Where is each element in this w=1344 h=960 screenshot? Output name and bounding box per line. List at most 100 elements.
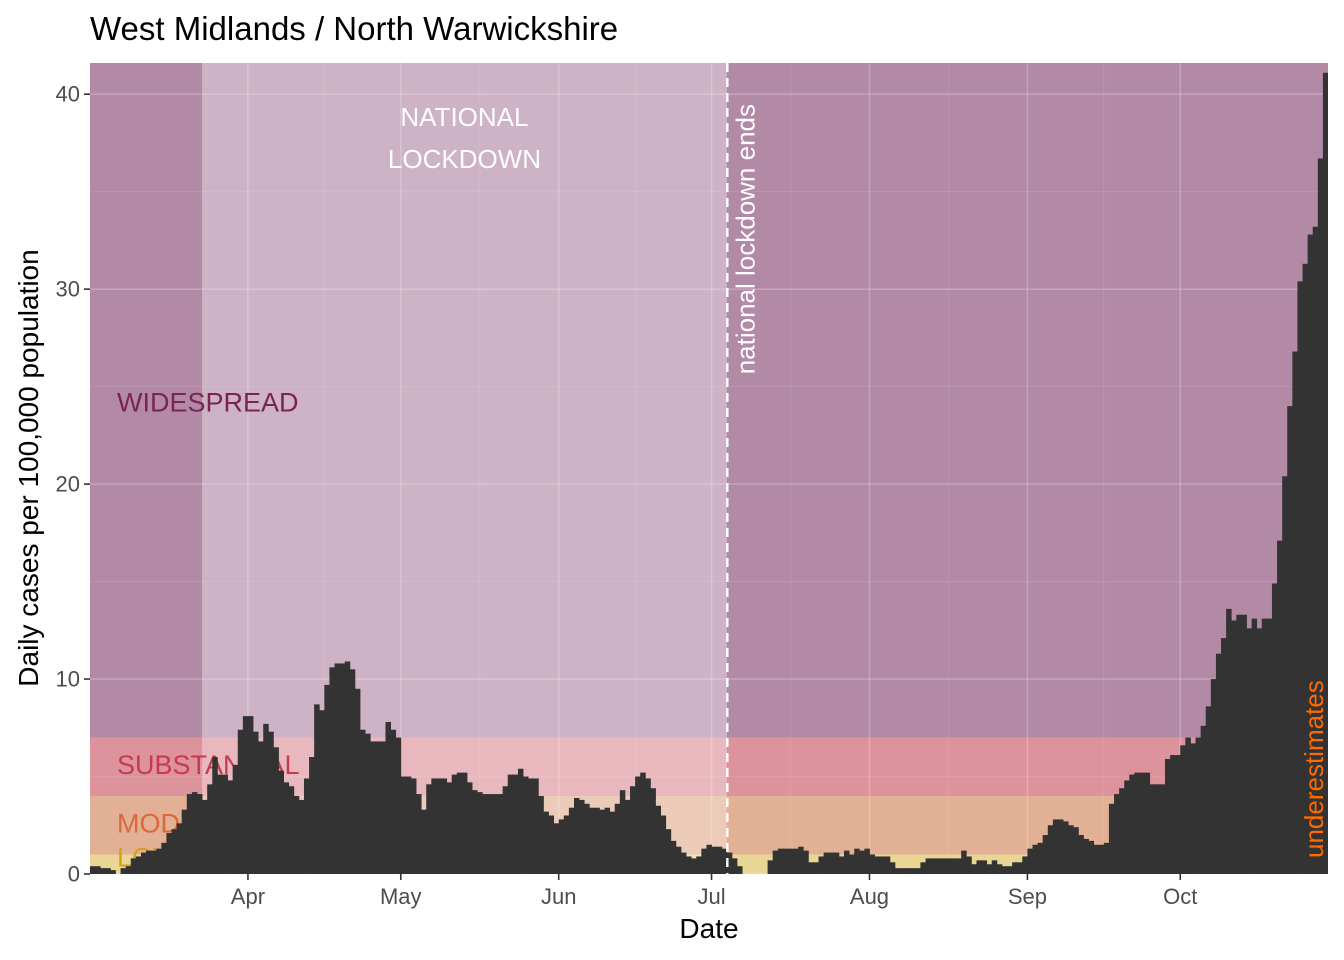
bar bbox=[701, 848, 707, 874]
bar bbox=[191, 792, 198, 874]
x-tick-label: Jul bbox=[697, 884, 725, 909]
bar bbox=[630, 786, 636, 874]
bar bbox=[950, 858, 957, 874]
bar bbox=[507, 774, 514, 874]
x-tick-label: Sep bbox=[1008, 884, 1047, 909]
bar bbox=[548, 815, 555, 874]
bar bbox=[563, 815, 570, 874]
bar bbox=[492, 794, 498, 874]
bar bbox=[451, 774, 458, 874]
bar bbox=[1139, 772, 1145, 874]
bar bbox=[523, 776, 529, 874]
bar bbox=[309, 757, 315, 874]
bar bbox=[472, 790, 478, 874]
bar bbox=[1134, 772, 1140, 874]
bar bbox=[568, 807, 575, 874]
bar bbox=[370, 741, 376, 874]
bar bbox=[961, 850, 967, 874]
x-axis-title: Date bbox=[679, 913, 738, 944]
bar bbox=[135, 856, 142, 874]
bar bbox=[1057, 819, 1064, 874]
bar bbox=[1236, 614, 1242, 874]
bar bbox=[680, 852, 687, 874]
x-axis: Apr May Jun Jul Aug Sep Oct bbox=[231, 874, 1197, 909]
bar bbox=[278, 770, 284, 874]
bar bbox=[1195, 737, 1202, 874]
bar bbox=[889, 862, 896, 874]
bar bbox=[1333, 82, 1338, 874]
bar bbox=[706, 844, 712, 874]
bar bbox=[854, 848, 860, 874]
x-tick-label: Aug bbox=[850, 884, 889, 909]
bar bbox=[956, 858, 962, 874]
bar bbox=[940, 858, 947, 874]
bar bbox=[105, 868, 111, 874]
bar bbox=[207, 784, 213, 874]
bar bbox=[1170, 755, 1176, 874]
bar bbox=[314, 704, 320, 874]
bar bbox=[467, 782, 473, 874]
bar bbox=[125, 866, 132, 874]
bar bbox=[110, 870, 116, 874]
bar bbox=[874, 856, 881, 874]
bar bbox=[171, 829, 178, 874]
bar bbox=[945, 858, 952, 874]
bar bbox=[767, 860, 774, 874]
bar bbox=[477, 792, 483, 874]
bar bbox=[222, 774, 228, 874]
bar bbox=[324, 684, 330, 874]
bar bbox=[1017, 862, 1023, 874]
lockdown-end-label: national lockdown ends bbox=[730, 104, 760, 374]
lockdown-shading bbox=[202, 63, 727, 874]
bar bbox=[512, 774, 519, 874]
bar bbox=[528, 778, 534, 874]
bar bbox=[441, 778, 448, 874]
bar bbox=[1292, 351, 1298, 874]
bar bbox=[487, 794, 493, 874]
bar bbox=[991, 860, 998, 874]
bar bbox=[1251, 618, 1258, 874]
bar bbox=[436, 778, 442, 874]
bar bbox=[905, 868, 911, 874]
bar bbox=[915, 868, 921, 874]
bar bbox=[1215, 653, 1222, 874]
bar bbox=[334, 663, 341, 874]
bar bbox=[884, 856, 891, 874]
bar bbox=[410, 778, 417, 874]
bar bbox=[395, 737, 402, 874]
bar bbox=[869, 854, 875, 874]
bar bbox=[818, 856, 825, 874]
bar bbox=[360, 729, 366, 874]
bar bbox=[1287, 406, 1293, 874]
bar bbox=[558, 819, 565, 874]
bar bbox=[1063, 821, 1069, 874]
band-widespread bbox=[90, 63, 1328, 738]
bar bbox=[737, 866, 743, 874]
bar bbox=[1205, 706, 1212, 874]
bar bbox=[1307, 234, 1314, 874]
bar bbox=[1088, 840, 1095, 874]
bar bbox=[293, 796, 300, 874]
bar bbox=[1144, 772, 1151, 874]
y-tick-label: 20 bbox=[56, 472, 80, 497]
bar bbox=[1119, 788, 1125, 874]
bar bbox=[217, 774, 223, 874]
bar bbox=[456, 772, 463, 874]
bar bbox=[1022, 856, 1028, 874]
bar bbox=[635, 776, 641, 874]
bar bbox=[329, 667, 335, 874]
bar bbox=[793, 848, 799, 874]
bar bbox=[100, 868, 106, 874]
bar bbox=[808, 862, 814, 874]
bar bbox=[721, 848, 728, 874]
bar bbox=[156, 848, 162, 874]
bar bbox=[645, 778, 651, 874]
bar bbox=[573, 797, 580, 874]
bar bbox=[624, 799, 631, 874]
bar bbox=[1154, 784, 1161, 874]
bar bbox=[553, 823, 560, 874]
bar bbox=[283, 782, 290, 874]
bar bbox=[1226, 608, 1232, 874]
bar bbox=[1103, 842, 1110, 874]
bar bbox=[910, 868, 916, 874]
